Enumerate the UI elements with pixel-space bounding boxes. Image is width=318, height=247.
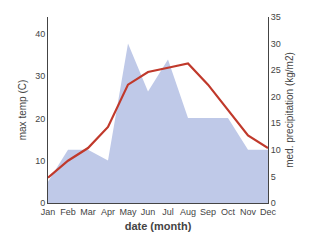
svg-text:20: 20 — [271, 92, 281, 102]
svg-text:Jun: Jun — [141, 207, 156, 217]
svg-text:max temp (C): max temp (C) — [17, 80, 28, 141]
svg-text:Dec: Dec — [260, 207, 277, 217]
svg-text:Nov: Nov — [240, 207, 257, 217]
svg-text:0: 0 — [271, 198, 276, 208]
svg-text:Aug: Aug — [180, 207, 196, 217]
svg-text:30: 30 — [35, 71, 45, 81]
svg-text:Jan: Jan — [41, 207, 56, 217]
svg-text:Mar: Mar — [80, 207, 96, 217]
svg-text:40: 40 — [35, 29, 45, 39]
svg-text:5: 5 — [271, 172, 276, 182]
svg-text:15: 15 — [271, 118, 281, 128]
svg-text:Oct: Oct — [221, 207, 236, 217]
svg-text:10: 10 — [271, 145, 281, 155]
svg-text:Jul: Jul — [162, 207, 174, 217]
svg-text:date (month): date (month) — [125, 220, 192, 232]
svg-text:25: 25 — [271, 65, 281, 75]
svg-text:30: 30 — [271, 39, 281, 49]
svg-text:10: 10 — [35, 156, 45, 166]
svg-text:Apr: Apr — [101, 207, 115, 217]
svg-text:20: 20 — [35, 114, 45, 124]
svg-text:med. precipitation (kg/m2): med. precipitation (kg/m2) — [284, 52, 295, 168]
svg-text:35: 35 — [271, 12, 281, 22]
svg-text:0: 0 — [40, 198, 45, 208]
svg-text:May: May — [119, 207, 137, 217]
svg-text:Feb: Feb — [60, 207, 76, 217]
svg-text:Sep: Sep — [200, 207, 216, 217]
